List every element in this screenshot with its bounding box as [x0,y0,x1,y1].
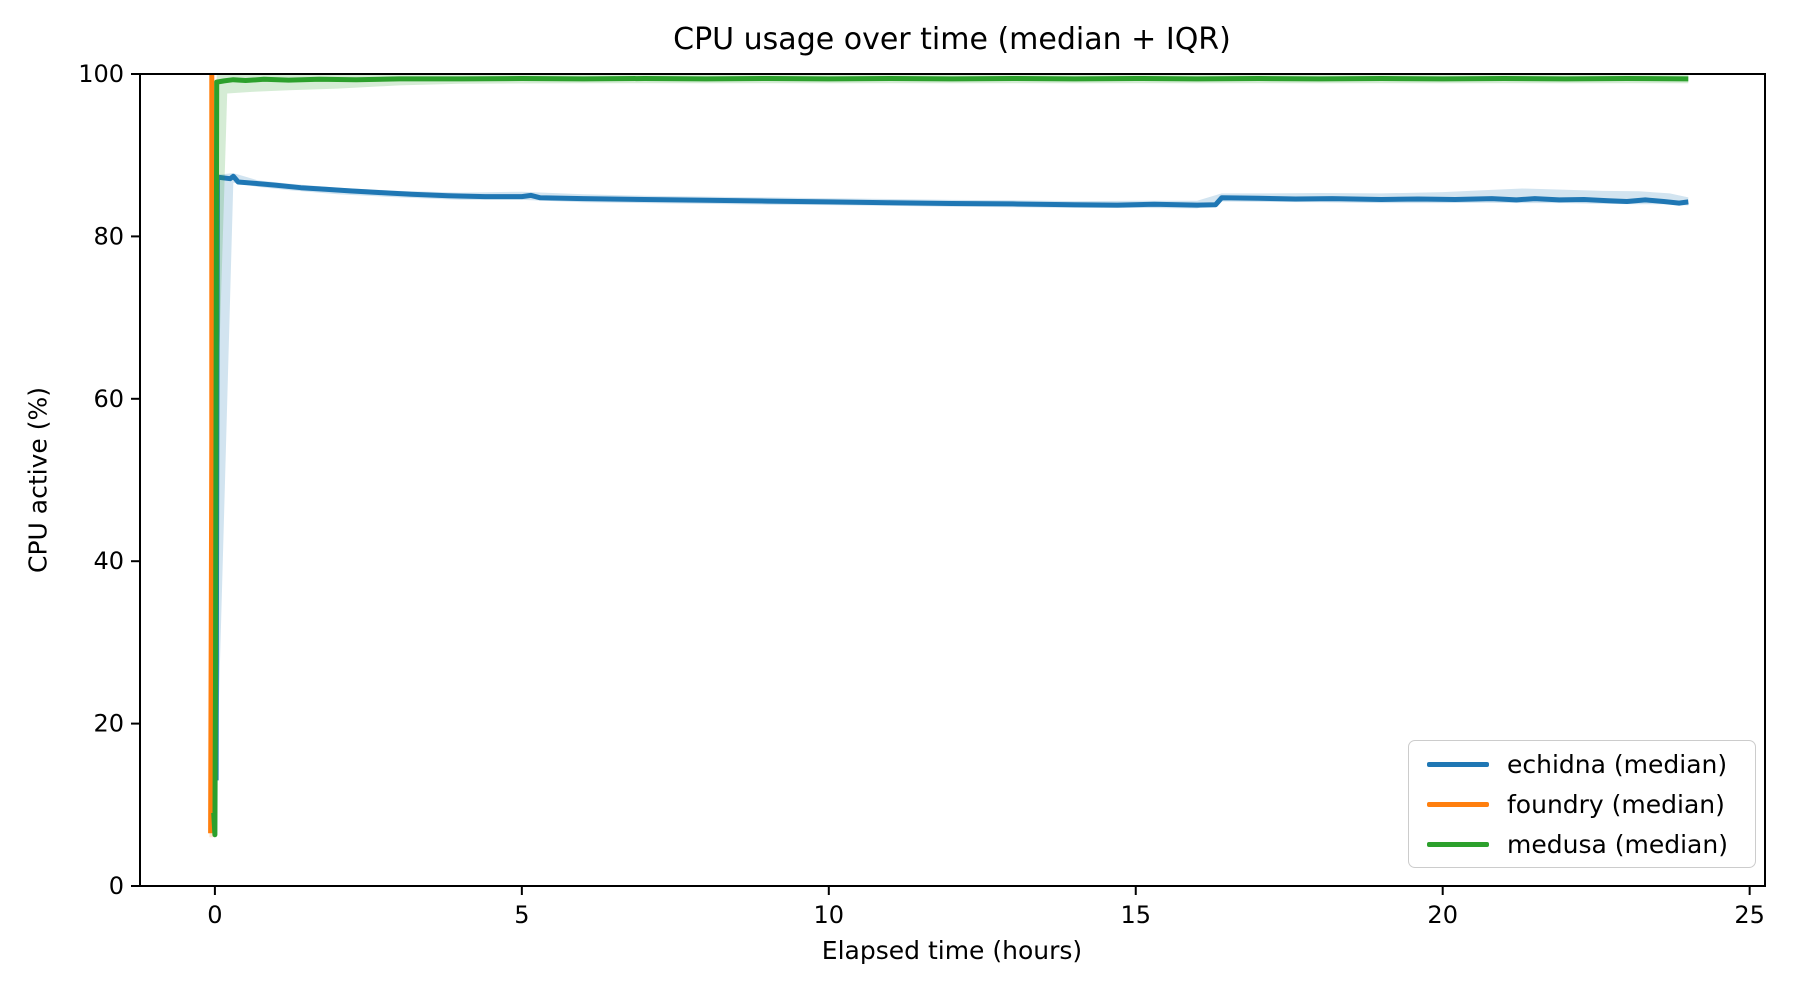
series-line-medusa [211,76,1689,838]
iqr-band-medusa [216,74,1689,440]
x-tick-label: 20 [1427,901,1458,929]
x-tick-label: 25 [1734,901,1765,929]
y-tick-label: 60 [93,385,124,413]
legend-label-echidna: echidna (median) [1507,749,1728,779]
legend-swatch-foundry [1427,801,1489,807]
iqr-band-echidna [216,173,1689,781]
y-tick-label: 100 [78,60,124,88]
legend-swatch-echidna [1427,761,1489,767]
legend-label-medusa: medusa (median) [1507,829,1728,859]
x-tick-label: 5 [514,901,529,929]
y-tick-label: 40 [93,547,124,575]
legend: echidna (median) foundry (median) medusa… [1408,740,1756,868]
axes-spines [139,73,1766,887]
y-tick-label: 20 [93,710,124,738]
series-line-foundry [208,74,215,834]
y-tick-label: 0 [109,872,124,900]
x-tick-label: 0 [207,901,222,929]
x-tick-label: 10 [814,901,845,929]
legend-label-foundry: foundry (median) [1507,789,1725,819]
y-tick-label: 80 [93,222,124,250]
x-tick-label: 15 [1120,901,1151,929]
chart-title: CPU usage over time (median + IQR) [673,22,1231,57]
legend-item-medusa: medusa (median) [1427,830,1739,859]
legend-item-foundry: foundry (median) [1427,790,1739,819]
x-axis-label: Elapsed time (hours) [821,936,1083,965]
series-line-echidna [213,173,1689,781]
legend-item-echidna: echidna (median) [1427,750,1739,779]
legend-swatch-medusa [1427,841,1489,847]
y-axis-label: CPU active (%) [23,387,53,573]
